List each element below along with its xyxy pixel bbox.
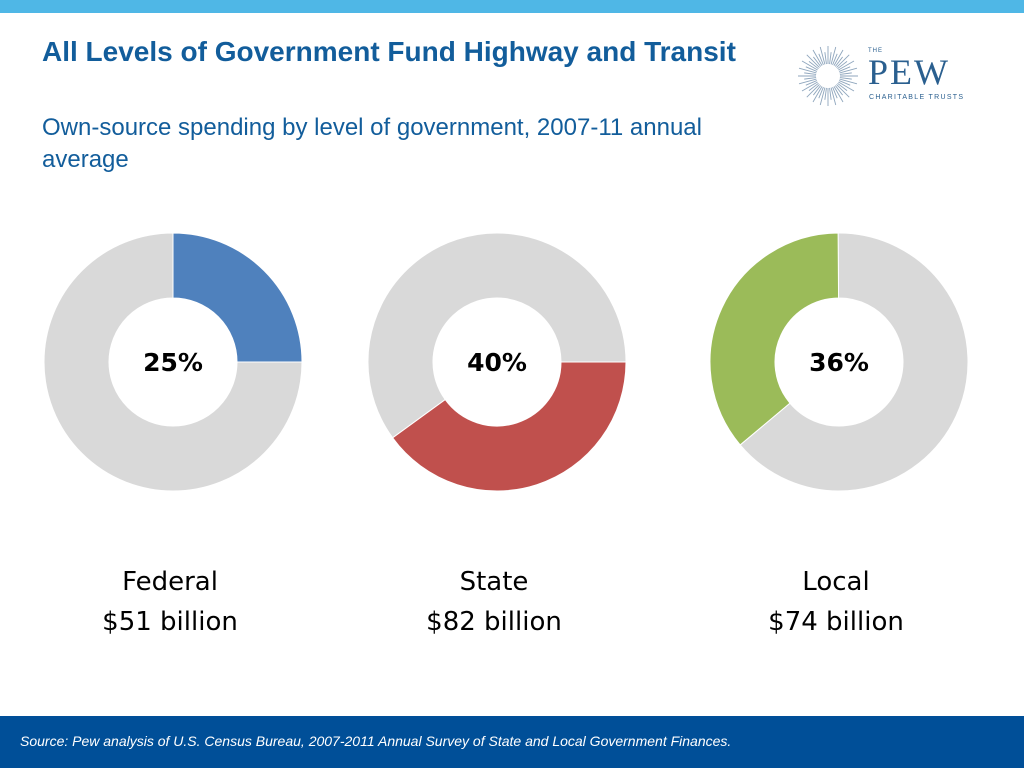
sunburst-ray <box>808 61 819 70</box>
sunburst-ray <box>801 60 818 71</box>
sunburst-ray <box>837 82 848 91</box>
sunburst-ray <box>837 61 848 70</box>
sunburst-ray <box>833 86 844 103</box>
sunburst-ray <box>819 46 826 65</box>
sunburst-ray <box>832 86 838 99</box>
sunburst-ray <box>824 52 827 65</box>
sunburst-ray <box>834 56 843 67</box>
donut-charts: 25% 40% 36% <box>0 226 1024 498</box>
sunburst-ray <box>798 67 817 74</box>
sunburst-ray <box>824 87 827 100</box>
pew-logo: THE PEW CHARITABLE TRUSTS <box>796 44 976 108</box>
state-amount: $82 billion <box>426 607 562 637</box>
sunburst-ray <box>813 85 822 96</box>
sunburst-ray <box>839 78 858 85</box>
federal-share-slice <box>172 232 303 363</box>
sunburst-ray <box>839 72 852 75</box>
federal-label: Federal $51 billion <box>60 562 280 642</box>
state-label: State $82 billion <box>384 562 604 642</box>
sunburst-ray <box>818 53 824 66</box>
state-remainder-slice <box>367 232 627 439</box>
sunburst-ray <box>808 82 819 91</box>
sunburst-ray <box>818 86 824 99</box>
federal-name: Federal <box>122 567 218 597</box>
local-name: Local <box>802 567 870 597</box>
sunburst-ray <box>836 84 850 98</box>
sunburst-ray <box>804 72 817 75</box>
sunburst-ray <box>833 49 844 66</box>
sunburst-ray <box>798 78 817 85</box>
sunburst-ray <box>829 87 832 100</box>
federal-percent-label: 25% <box>143 348 203 377</box>
sunburst-ray <box>805 66 818 72</box>
sunburst-ray <box>838 81 855 92</box>
sunburst-ray <box>834 85 843 96</box>
federal-remainder-slice <box>43 232 303 492</box>
sunburst-ray <box>801 81 818 92</box>
sunburst-ray <box>832 53 838 66</box>
sunburst-ray <box>839 77 852 80</box>
pew-sunburst-icon <box>798 46 858 106</box>
sunburst-ray <box>804 77 817 80</box>
local-amount: $74 billion <box>768 607 904 637</box>
state-percent-label: 40% <box>467 348 527 377</box>
logo-the-text: THE <box>868 48 883 54</box>
slide-title: All Levels of Government Fund Highway an… <box>42 36 736 67</box>
sunburst-ray <box>805 80 818 86</box>
federal-amount: $51 billion <box>102 607 238 637</box>
sunburst-ray <box>812 49 823 66</box>
sunburst-ray <box>830 87 837 106</box>
sunburst-ray <box>813 56 822 67</box>
sunburst-ray <box>829 52 832 65</box>
logo-name-text: PEW <box>868 52 950 92</box>
sunburst-ray <box>838 60 855 71</box>
sunburst-ray <box>819 87 826 106</box>
logo-subtitle-text: CHARITABLE TRUSTS <box>869 94 965 101</box>
local-remainder-slice <box>739 232 969 492</box>
donut-charts-svg: 25% 40% 36% <box>43 232 969 492</box>
state-share-slice <box>391 361 627 492</box>
sunburst-ray <box>836 54 850 68</box>
local-percent-label: 36% <box>809 348 869 377</box>
sunburst-ray <box>839 67 858 74</box>
sunburst-ray <box>806 84 820 98</box>
sunburst-ray <box>806 54 820 68</box>
state-name: State <box>459 567 529 597</box>
sunburst-ray <box>812 86 823 103</box>
sunburst-ray <box>838 66 851 72</box>
footer-bar: Source: Pew analysis of U.S. Census Bure… <box>0 716 1024 768</box>
source-note: Source: Pew analysis of U.S. Census Bure… <box>20 733 732 749</box>
local-label: Local $74 billion <box>726 562 946 642</box>
top-accent-bar <box>0 0 1024 13</box>
sunburst-ray <box>838 80 851 86</box>
slide-subtitle: Own-source spending by level of governme… <box>42 114 702 173</box>
local-share-slice <box>709 232 840 446</box>
sunburst-ray <box>830 46 837 65</box>
